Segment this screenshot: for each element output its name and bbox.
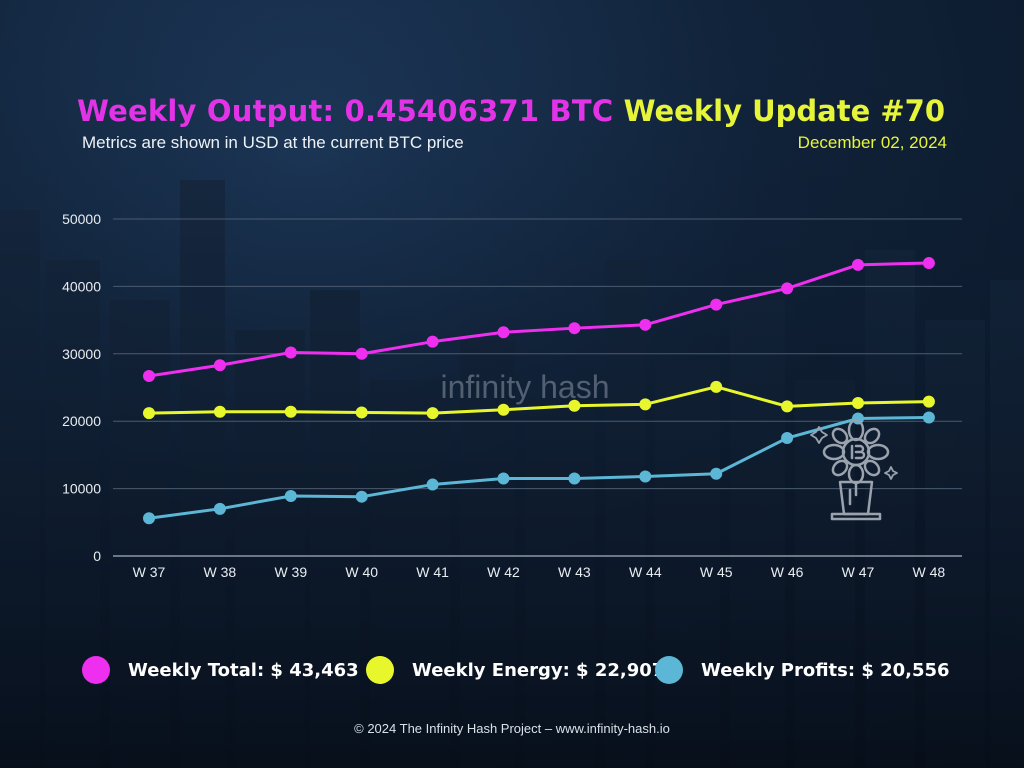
weekly-update-title: Weekly Update #70: [623, 94, 945, 128]
data-point: [213, 405, 226, 418]
data-point: [497, 326, 510, 339]
x-tick-label: W 39: [274, 564, 307, 580]
legend-item-weekly-profits: Weekly Profits: $ 20,556: [655, 652, 950, 688]
y-tick-label: 40000: [62, 278, 101, 294]
series-line-weekly-total: [148, 261, 929, 378]
data-point: [781, 400, 794, 413]
data-point: [639, 398, 652, 411]
infinity-hash-watermark: infinity hash: [441, 369, 610, 405]
weekly-output-title: Weekly Output: 0.45406371 BTC: [77, 94, 614, 128]
data-point: [922, 411, 935, 424]
data-point: [639, 470, 652, 483]
x-tick-label: W 41: [416, 564, 449, 580]
update-date: December 02, 2024: [797, 133, 947, 152]
data-point: [284, 346, 297, 359]
y-tick-label: 30000: [62, 346, 101, 362]
y-tick-label: 10000: [62, 481, 101, 497]
legend-swatch: [366, 656, 394, 684]
x-tick-label: W 37: [133, 564, 166, 580]
legend-swatch: [655, 656, 683, 684]
x-tick-label: W 43: [558, 564, 591, 580]
x-tick-label: W 46: [771, 564, 804, 580]
legend-label: Weekly Profits: $ 20,556: [701, 659, 950, 681]
data-point: [568, 322, 581, 335]
data-point: [426, 335, 439, 348]
series-line-weekly-profits: [148, 415, 929, 520]
legend-item-weekly-total: Weekly Total: $ 43,463: [82, 652, 359, 688]
data-point: [213, 502, 226, 515]
data-point: [497, 472, 510, 485]
data-point: [426, 478, 439, 491]
legend-item-weekly-energy: Weekly Energy: $ 22,907: [366, 652, 664, 688]
y-tick-label: 50000: [62, 211, 101, 227]
x-tick-label: W 38: [204, 564, 237, 580]
legend-label: Weekly Total: $ 43,463: [128, 659, 359, 681]
metrics-subtitle: Metrics are shown in USD at the current …: [82, 133, 464, 152]
data-point: [710, 298, 723, 311]
data-point: [355, 490, 368, 503]
data-point: [284, 405, 297, 418]
legend-swatch: [82, 656, 110, 684]
data-point: [426, 407, 439, 420]
x-tick-label: W 42: [487, 564, 520, 580]
legend-label: Weekly Energy: $ 22,907: [412, 659, 665, 681]
data-point: [781, 282, 794, 295]
x-tick-label: W 40: [345, 564, 378, 580]
data-point: [143, 407, 155, 420]
data-point: [922, 395, 935, 408]
data-point: [922, 257, 935, 270]
data-point: [143, 512, 155, 525]
x-tick-label: W 48: [913, 564, 946, 580]
x-tick-label: W 47: [842, 564, 875, 580]
data-point: [355, 347, 368, 360]
data-point: [284, 490, 297, 503]
x-tick-label: W 45: [700, 564, 733, 580]
y-tick-label: 20000: [62, 413, 101, 429]
chart-legend: Weekly Total: $ 43,463 Weekly Energy: $ …: [0, 652, 1024, 688]
series-line-weekly-energy: [148, 385, 929, 415]
y-tick-label: 0: [93, 548, 101, 564]
data-point: [852, 397, 864, 410]
bitcoin-plant-icon: [810, 418, 898, 521]
data-point: [568, 399, 581, 412]
data-point: [143, 370, 155, 383]
data-point: [497, 403, 510, 416]
footer-copyright: © 2024 The Infinity Hash Project – www.i…: [354, 721, 670, 736]
data-point: [852, 258, 864, 271]
data-point: [213, 359, 226, 372]
x-tick-label: W 44: [629, 564, 662, 580]
data-point: [355, 406, 368, 419]
data-point: [639, 318, 652, 331]
data-point: [710, 467, 723, 480]
data-point: [781, 432, 794, 445]
data-point: [710, 380, 723, 393]
data-point: [568, 472, 581, 485]
